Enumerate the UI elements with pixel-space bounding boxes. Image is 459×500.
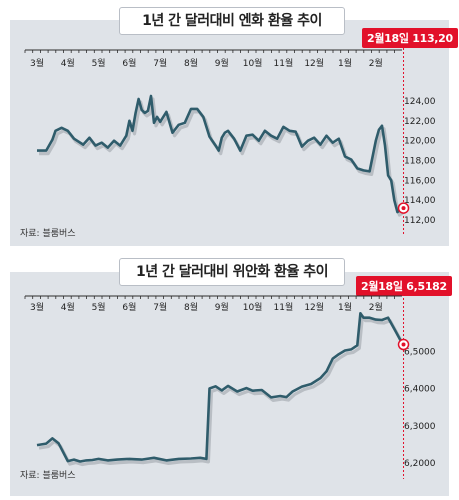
x-tick-label: 1월 (338, 301, 352, 313)
x-tick-label: 11월 (274, 57, 294, 69)
y-tick-label: 112,00 (404, 216, 436, 226)
x-tick-label: 6월 (122, 301, 136, 313)
x-tick-label: 5월 (92, 301, 106, 313)
x-tick-label: 3월 (30, 57, 44, 69)
end-point-dot (401, 206, 406, 211)
x-tick-label: 3월 (30, 301, 44, 313)
y-tick-label: 116,00 (404, 176, 436, 186)
jpy-chart-title: 1년 간 달러대비 엔화 환율 추이 (119, 7, 345, 35)
cny-chart-background (10, 272, 449, 496)
jpy-chart-panel: 1년 간 달러대비 엔화 환율 추이 2월18일 113,20 3월 4월 5월 6월… (10, 0, 458, 246)
y-tick-label: 120,00 (404, 137, 436, 147)
x-tick-label: 11월 (274, 301, 294, 313)
x-tick-label: 7월 (153, 57, 167, 69)
y-tick-label: 6,2000 (404, 459, 436, 469)
x-tick-label: 6월 (122, 57, 136, 69)
x-tick-label: 1월 (338, 57, 352, 69)
y-tick-label: 118,00 (404, 157, 436, 167)
x-tick-label: 2월 (369, 301, 383, 313)
y-tick-label: 124,00 (404, 97, 436, 107)
cny-source-note: 자료: 블룸버스 (20, 471, 76, 481)
x-tick-label: 2월 (369, 57, 383, 69)
x-tick-label: 12월 (304, 301, 324, 313)
x-tick-label: 7월 (153, 301, 167, 313)
jpy-date-callout: 2월18일 113,20 (362, 28, 458, 48)
x-tick-label: 5월 (92, 57, 106, 69)
x-tick-label: 4월 (61, 301, 75, 313)
y-tick-label: 6,5000 (404, 347, 436, 357)
series-line-shadow (38, 314, 407, 467)
x-tick-label: 12월 (304, 57, 324, 69)
end-point-dot (401, 342, 406, 347)
y-tick-label: 122,00 (404, 117, 436, 127)
cny-chart-title: 1년 간 달러대비 위안화 환율 추이 (119, 258, 345, 286)
x-tick-label: 8월 (184, 57, 198, 69)
cny-chart-panel: 1년 간 달러대비 위안화 환율 추이 2월18일 6,5182 3월 4월 5월 6… (10, 252, 452, 496)
x-tick-label: 9월 (215, 301, 229, 313)
x-tick-label: 10월 (243, 301, 263, 313)
y-tick-label: 6,3000 (404, 422, 436, 432)
x-tick-label: 9월 (215, 57, 229, 69)
jpy-line-chart: 3월 4월 5월 6월 7월 8월 9월 10월 11월 12월 1월 2월 124,00 122,00 1… (24, 36, 436, 236)
x-tick-label: 4월 (61, 57, 75, 69)
series-line (36, 312, 405, 463)
y-tick-label: 6,4000 (404, 385, 436, 395)
series-line-shadow (39, 97, 407, 217)
x-tick-label: 10월 (243, 57, 263, 69)
x-tick-label: 8월 (184, 301, 198, 313)
series-line (37, 94, 405, 214)
jpy-source-note: 자료: 블룸버스 (20, 229, 76, 239)
y-tick-label: 114,00 (404, 196, 436, 206)
cny-line-chart: 3월 4월 5월 6월 7월 8월 9월 10월 11월 12월 1월 2월 6,5000 6,4000 6… (24, 286, 436, 479)
